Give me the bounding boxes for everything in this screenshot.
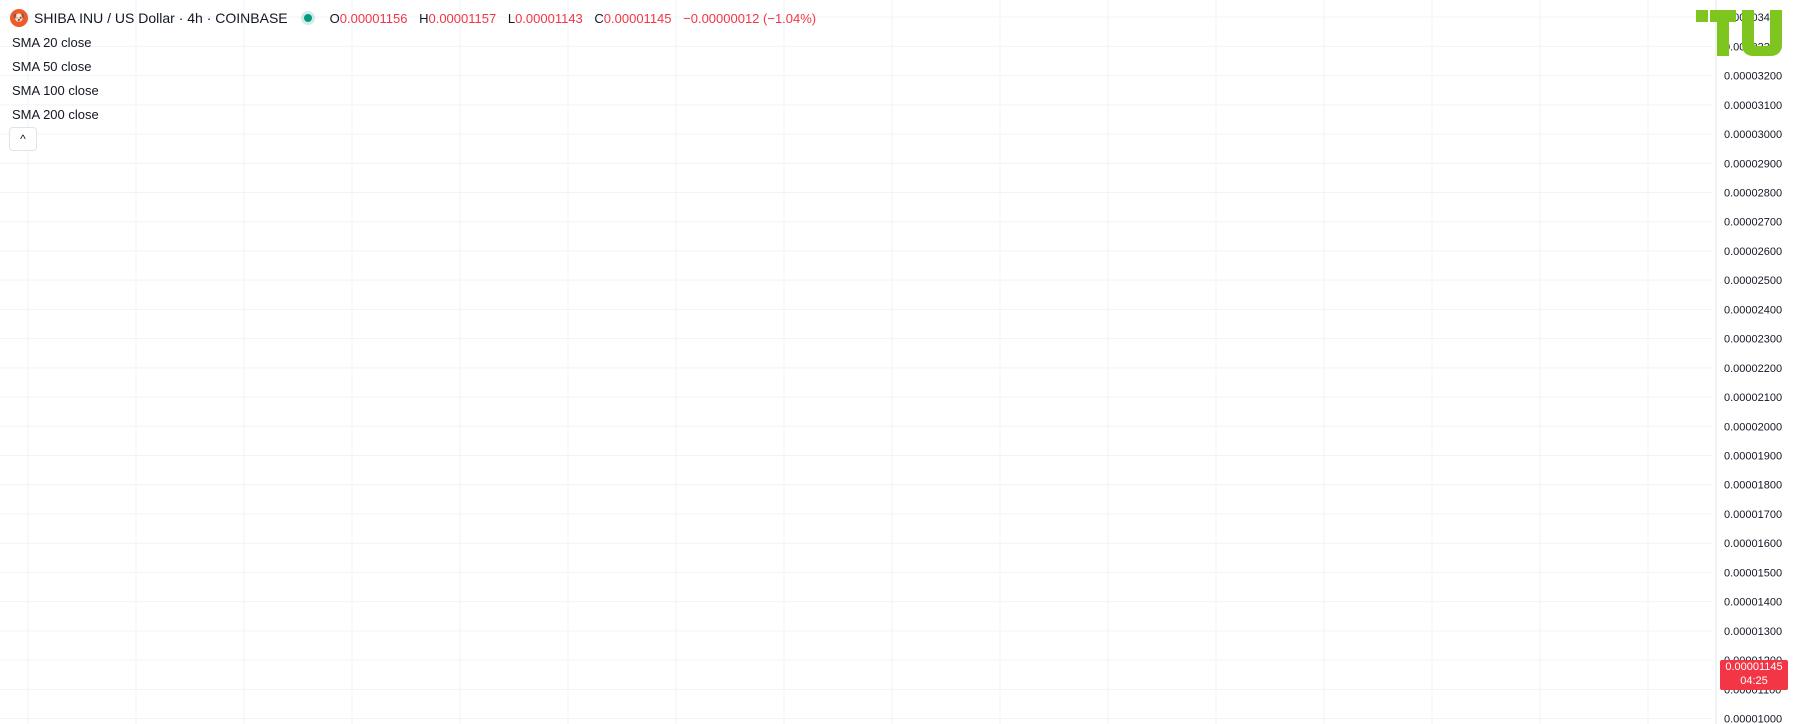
ohlc-value: 0.00001145: [603, 10, 672, 26]
y-tick-label: 0.00002900: [1724, 158, 1782, 170]
y-tick-label: 0.00001500: [1724, 567, 1782, 579]
y-tick-label: 0.00003100: [1724, 100, 1782, 112]
indicator-sma-200[interactable]: SMA 200 close: [12, 107, 99, 122]
price-axis[interactable]: 0.000010000.000011000.000012000.00001300…: [1715, 0, 1782, 724]
last-price-tag: 0.00001145 04:25: [1720, 660, 1788, 690]
y-tick-label: 0.00001700: [1724, 509, 1782, 521]
grid: [0, 0, 1712, 724]
change-value: −0.00000012 (−1.04%): [683, 10, 817, 26]
indicator-sma-20[interactable]: SMA 20 close: [12, 35, 92, 50]
y-tick-label: 0.00001800: [1724, 480, 1782, 492]
market-status-icon[interactable]: [303, 14, 312, 22]
y-tick-label: 0.00001900: [1724, 451, 1782, 463]
shiba-logo-icon: 🐶: [10, 9, 28, 27]
y-tick-label: 0.00002500: [1724, 275, 1782, 287]
y-tick-label: 0.00002300: [1724, 334, 1782, 346]
y-tick-label: 0.00002100: [1724, 392, 1782, 404]
indicator-sma-50[interactable]: SMA 50 close: [12, 59, 92, 74]
ohlc-value: 0.00001143: [515, 10, 583, 26]
ohlc-value: 0.00001157: [428, 10, 497, 26]
y-tick-label: 0.00001400: [1724, 597, 1782, 609]
y-tick-label: 0.00003000: [1724, 129, 1782, 141]
y-tick-label: 0.00002000: [1724, 421, 1782, 433]
brand-logo-icon: [1696, 10, 1782, 56]
y-tick-label: 0.00001600: [1724, 538, 1782, 550]
ohlc-key: H: [419, 10, 429, 26]
y-tick-label: 0.00003200: [1724, 71, 1782, 83]
y-tick-label: 0.00002600: [1724, 246, 1782, 258]
chevron-up-icon: ^: [20, 132, 26, 146]
indicator-legend: SMA 20 close SMA 50 close SMA 100 close …: [12, 33, 99, 129]
y-tick-label: 0.00001000: [1724, 714, 1782, 724]
symbol-title[interactable]: SHIBA INU / US Dollar · 4h · COINBASE: [34, 10, 288, 26]
bar-countdown: 04:25: [1740, 675, 1768, 687]
y-tick-label: 0.00001300: [1724, 626, 1782, 638]
y-tick-label: 0.00002200: [1724, 363, 1782, 375]
ohlc-key: C: [594, 10, 604, 26]
ohlc-key: O: [329, 10, 340, 26]
ohlc-value: 0.00001156: [339, 10, 408, 26]
collapse-legend-button[interactable]: ^: [9, 127, 37, 151]
y-tick-label: 0.00002400: [1724, 304, 1782, 316]
indicator-sma-100[interactable]: SMA 100 close: [12, 83, 99, 98]
y-tick-label: 0.00002800: [1724, 187, 1782, 199]
last-price-value: 0.00001145: [1725, 661, 1783, 673]
ohlc-readout: O0.00001156 H0.00001157 L0.00001143 C0.0…: [330, 11, 825, 26]
symbol-header: 🐶 SHIBA INU / US Dollar · 4h · COINBASE …: [10, 8, 824, 28]
y-tick-label: 0.00002700: [1724, 217, 1782, 229]
ohlc-key: L: [507, 10, 516, 26]
